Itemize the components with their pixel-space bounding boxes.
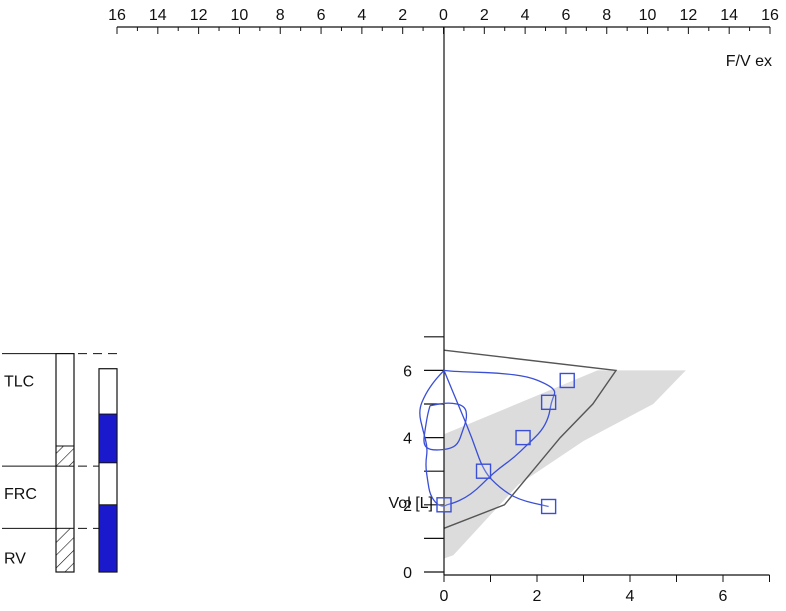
- top-tick-label: 2: [398, 7, 407, 24]
- bottom-axis-ticks: 0 2 4 6: [440, 575, 770, 605]
- bottom-tick-label: 0: [440, 588, 449, 605]
- predicted-band: [444, 370, 686, 559]
- curve-markers: [436, 372, 575, 515]
- reference-bar-hatch-frc: [55, 445, 75, 467]
- volume-tick-label: 0: [403, 565, 412, 582]
- curve-marker: [436, 497, 452, 513]
- reference-volume-bar: [55, 353, 75, 573]
- frc-label: FRC: [4, 486, 37, 503]
- curve-marker: [540, 394, 557, 411]
- top-tick-label: 10: [639, 7, 657, 24]
- straight-stroke-curve: [443, 370, 549, 508]
- volume-axis: 0 2 4 6 Vol [L]: [389, 27, 445, 582]
- bottom-tick-label: 2: [533, 588, 542, 605]
- volume-tick-label: 2: [403, 498, 412, 515]
- measured-bar-segment-1: [98, 413, 118, 464]
- curve-marker: [540, 498, 557, 515]
- top-axis-label: F/V ex: [726, 53, 772, 70]
- top-tick-label: 10: [231, 7, 249, 24]
- top-tick-label: 12: [190, 7, 208, 24]
- volume-tick-label: 4: [403, 431, 412, 448]
- top-tick-label: 4: [357, 7, 366, 24]
- top-tick-label: 14: [720, 7, 738, 24]
- predicted-line-layer: [443, 349, 618, 529]
- measured-bar-segment-2: [98, 504, 118, 573]
- top-tick-label: 8: [602, 7, 611, 24]
- curve-marker: [515, 429, 531, 446]
- measured-volume-bar: [98, 368, 118, 573]
- volume-axis-label: Vol [L]: [389, 495, 433, 512]
- rv-label: RV: [4, 550, 26, 567]
- top-axis-ticks: 16 14 12 10 8 6 4 2 0 2 4 6 8 10 12 14 16: [108, 7, 779, 34]
- tlc-label: TLC: [4, 374, 34, 391]
- top-tick-label: 6: [561, 7, 570, 24]
- lung-level-panel: TLC FRC RV: [2, 353, 118, 573]
- predicted-line: [443, 349, 618, 529]
- reference-bar-hatch-rv: [55, 527, 75, 573]
- top-tick-label: 16: [108, 7, 126, 24]
- top-tick-label: 14: [149, 7, 167, 24]
- top-tick-label: 4: [521, 7, 530, 24]
- top-tick-label: 2: [480, 7, 489, 24]
- volume-tick-label: 6: [403, 363, 412, 380]
- predicted-band-layer: [444, 370, 686, 559]
- bottom-tick-label: 4: [626, 588, 635, 605]
- bottom-axis: 0 2 4 6: [440, 574, 770, 605]
- curve-marker: [475, 463, 492, 479]
- curve-marker: [559, 372, 575, 389]
- volume-axis-ticks: 0 2 4 6: [403, 336, 444, 582]
- top-tick-label: 6: [317, 7, 326, 24]
- top-tick-label: 16: [761, 7, 779, 24]
- top-tick-label: 0: [439, 7, 448, 24]
- bottom-tick-label: 6: [719, 588, 728, 605]
- top-tick-label: 8: [276, 7, 285, 24]
- top-tick-label: 12: [679, 7, 697, 24]
- inner-loop-curve: [423, 402, 468, 451]
